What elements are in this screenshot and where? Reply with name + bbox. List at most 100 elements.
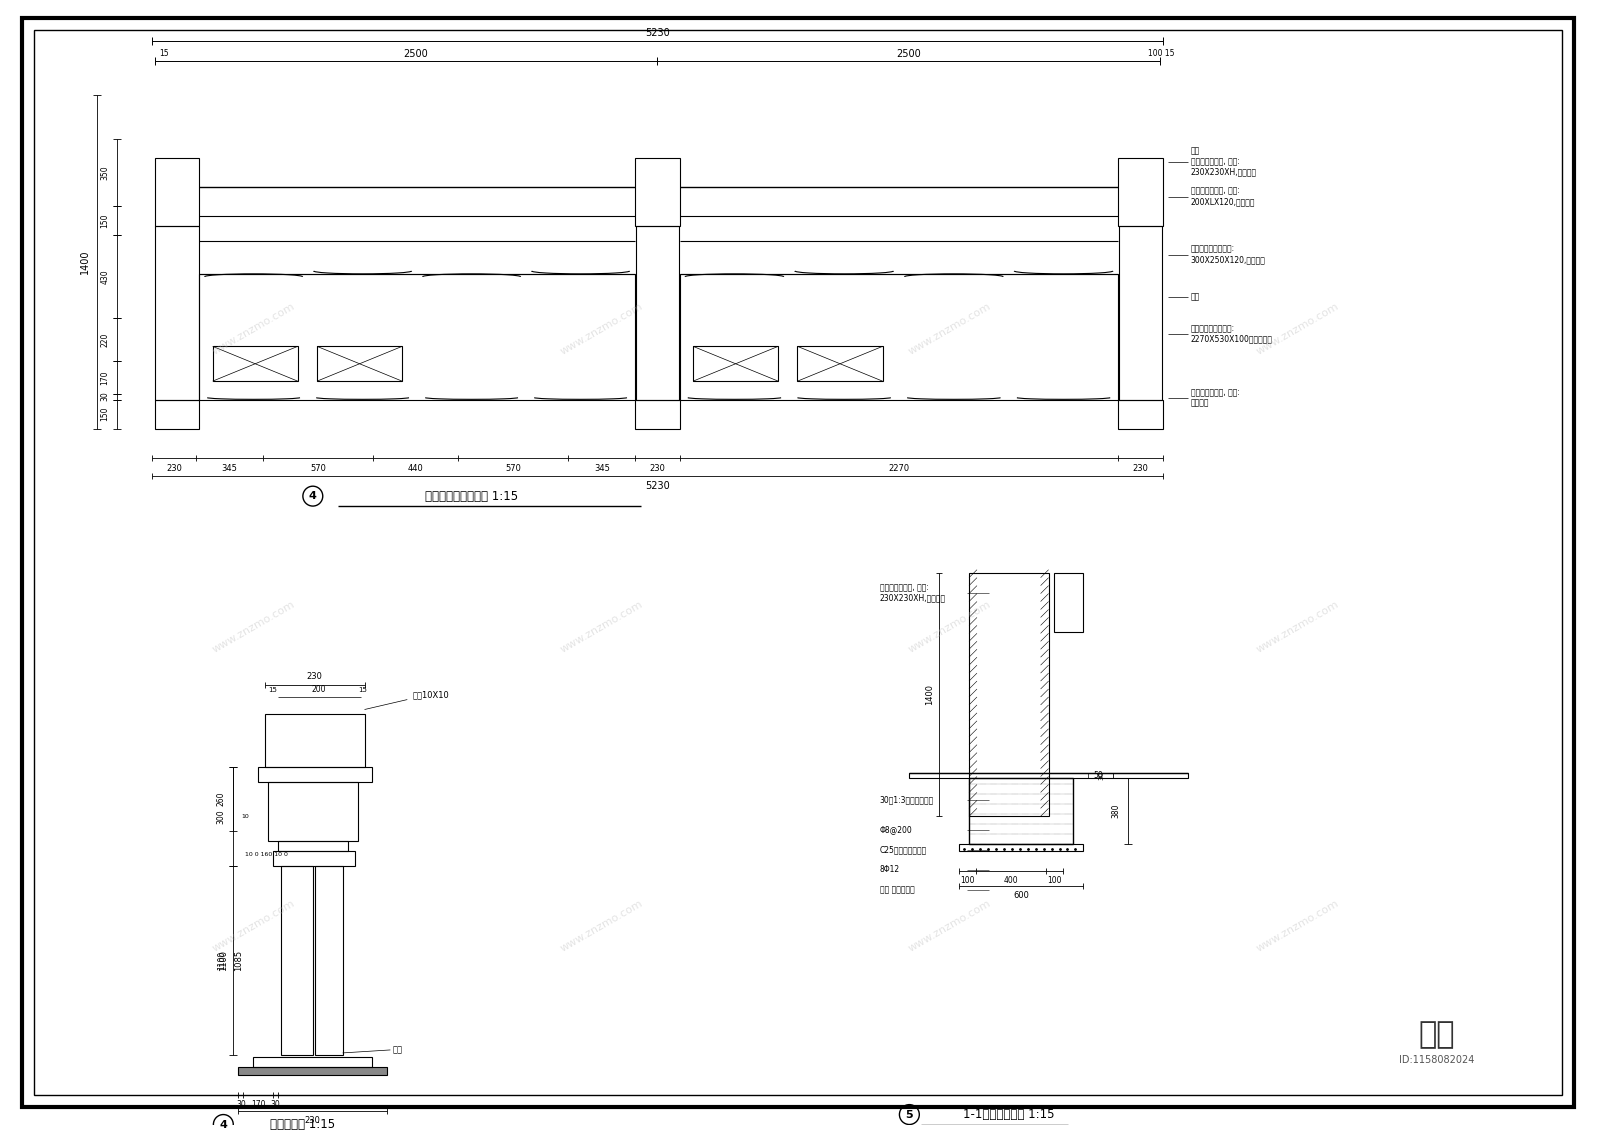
Bar	[693, 346, 778, 381]
Bar	[315, 866, 342, 1055]
Text: 440: 440	[408, 464, 424, 473]
Bar	[1118, 158, 1163, 225]
Text: ID:1158082024: ID:1158082024	[1398, 1055, 1474, 1065]
Text: www.znzmo.com: www.znzmo.com	[1254, 898, 1341, 953]
Text: 栓柱
面层花岗岩石材, 石柱:
230X230XH,弹涂加工: 栓柱 面层花岗岩石材, 石柱: 230X230XH,弹涂加工	[1190, 147, 1258, 176]
Bar	[155, 225, 198, 399]
Text: 面层花岗岩石材层板:
300X250X120,弹涂加工: 面层花岗岩石材层板: 300X250X120,弹涂加工	[1190, 244, 1266, 265]
Text: C25钢筋混凝土基础: C25钢筋混凝土基础	[880, 846, 926, 854]
Text: 2500: 2500	[896, 49, 922, 59]
Text: 345: 345	[594, 464, 610, 473]
Text: www.znzmo.com: www.znzmo.com	[558, 301, 645, 357]
Text: 230: 230	[306, 1116, 320, 1125]
Text: 1085: 1085	[234, 950, 243, 972]
Text: 知末: 知末	[1418, 1020, 1454, 1050]
Text: 钢板10X10: 钢板10X10	[413, 690, 450, 699]
Text: 300: 300	[218, 809, 226, 823]
Bar	[1118, 399, 1163, 429]
Bar	[238, 1067, 387, 1074]
Text: 石材花岗岩石材层板:
2270X530X100弹涂岩板板: 石材花岗岩石材层板: 2270X530X100弹涂岩板板	[1190, 325, 1272, 344]
Text: 430: 430	[101, 269, 109, 284]
Text: 30: 30	[235, 1100, 246, 1110]
Text: 8Φ12: 8Φ12	[880, 865, 899, 874]
Text: 特色栏杆标准立面图 1:15: 特色栏杆标准立面图 1:15	[426, 490, 518, 502]
Text: 230: 230	[1133, 464, 1149, 473]
Text: 立杆立面图 1:15: 立杆立面图 1:15	[270, 1119, 336, 1131]
Text: 15: 15	[358, 687, 366, 692]
Text: 570: 570	[506, 464, 522, 473]
Bar	[198, 274, 635, 399]
Text: 230: 230	[307, 672, 323, 681]
Bar	[909, 772, 1187, 778]
Text: 150: 150	[101, 214, 109, 228]
Text: 垫层 素混凝土垫: 垫层 素混凝土垫	[880, 886, 914, 895]
Text: 230: 230	[166, 464, 182, 473]
Text: www.znzmo.com: www.znzmo.com	[906, 301, 992, 357]
Bar	[635, 225, 678, 399]
Text: 600: 600	[1013, 891, 1029, 900]
Bar	[1118, 225, 1162, 399]
Bar	[155, 158, 198, 225]
Text: 4: 4	[309, 491, 317, 501]
Bar	[266, 715, 365, 767]
Text: 1400: 1400	[80, 250, 90, 274]
Text: 150: 150	[101, 407, 109, 421]
Text: 1100: 1100	[219, 950, 227, 972]
Text: Φ8@200: Φ8@200	[880, 826, 912, 835]
Bar	[253, 1056, 373, 1067]
Text: 380: 380	[1112, 804, 1120, 819]
Text: 30: 30	[1098, 771, 1104, 780]
Text: www.znzmo.com: www.znzmo.com	[210, 301, 296, 357]
Bar	[155, 399, 198, 429]
Text: 345: 345	[222, 464, 237, 473]
Bar	[278, 841, 347, 852]
Text: 10: 10	[242, 814, 250, 819]
Text: www.znzmo.com: www.znzmo.com	[906, 898, 992, 953]
Text: 栏板: 栏板	[1190, 293, 1200, 302]
Bar	[635, 399, 680, 429]
Text: 1400: 1400	[925, 684, 934, 705]
Text: 面层花岗岩石材, 栏子:
200XLX120,弹涂加工: 面层花岗岩石材, 栏子: 200XLX120,弹涂加工	[1190, 187, 1256, 206]
Text: www.znzmo.com: www.znzmo.com	[1254, 301, 1341, 357]
Bar	[274, 852, 355, 866]
Bar	[970, 778, 1074, 844]
Bar	[269, 782, 357, 841]
Bar	[213, 346, 298, 381]
Text: www.znzmo.com: www.znzmo.com	[210, 599, 296, 655]
Text: 2500: 2500	[403, 49, 429, 59]
Text: 170: 170	[251, 1100, 266, 1110]
Bar	[258, 767, 373, 782]
Text: 260: 260	[218, 792, 226, 806]
Text: 100: 100	[960, 877, 974, 886]
Text: 5: 5	[906, 1110, 914, 1120]
Text: 570: 570	[310, 464, 326, 473]
Text: 30: 30	[270, 1100, 280, 1110]
Text: 100: 100	[1048, 877, 1062, 886]
Bar	[797, 346, 883, 381]
Text: www.znzmo.com: www.znzmo.com	[210, 898, 296, 953]
Text: 10 0 160 10 0: 10 0 160 10 0	[245, 852, 288, 856]
Bar	[635, 158, 680, 225]
Text: www.znzmo.com: www.znzmo.com	[906, 599, 992, 655]
Text: 面层花岗岩石材, 石柱:
230X230XH,弹涂加工: 面层花岗岩石材, 石柱: 230X230XH,弹涂加工	[880, 582, 946, 603]
Text: 1100: 1100	[218, 951, 226, 970]
Text: 5230: 5230	[645, 481, 670, 491]
Text: 5230: 5230	[645, 28, 670, 37]
Bar	[282, 866, 314, 1055]
Text: 15: 15	[269, 687, 277, 692]
Text: www.znzmo.com: www.znzmo.com	[1254, 599, 1341, 655]
Text: 1-1栏杆基础做法 1:15: 1-1栏杆基础做法 1:15	[963, 1108, 1054, 1121]
Text: 面层花岗岩石材, 底座:
弹涂加工: 面层花岗岩石材, 底座: 弹涂加工	[1190, 388, 1240, 407]
Text: 220: 220	[101, 333, 109, 347]
Text: 50: 50	[1093, 771, 1102, 780]
Bar	[970, 572, 1048, 817]
Text: 400: 400	[1003, 877, 1019, 886]
Text: 200: 200	[312, 685, 326, 694]
Text: 230: 230	[650, 464, 666, 473]
Bar	[317, 346, 402, 381]
Text: 15: 15	[160, 49, 170, 58]
Text: 350: 350	[101, 165, 109, 180]
Text: 100 15: 100 15	[1149, 49, 1174, 58]
Text: www.znzmo.com: www.znzmo.com	[558, 599, 645, 655]
Bar	[1053, 572, 1083, 632]
